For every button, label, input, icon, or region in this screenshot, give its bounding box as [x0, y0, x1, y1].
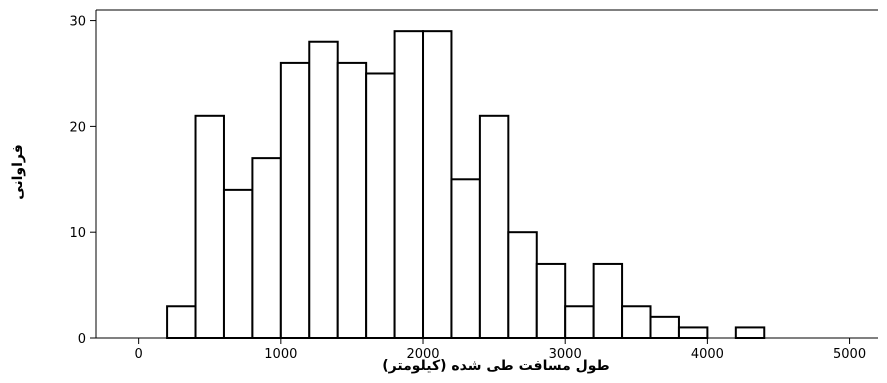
y-tick-label-30: 30 — [69, 15, 86, 30]
x-axis-title: طول مسافت طی شده (کیلومتر) — [382, 358, 609, 374]
histogram-bar-5 — [308, 40, 339, 339]
histogram-bar-3 — [251, 157, 282, 339]
labels-layer: 0 10 20 30 0 1000 2000 3000 4000 5000 — [69, 15, 866, 362]
histogram-bar-1 — [194, 114, 225, 339]
x-tick-label-5000: 5000 — [833, 347, 866, 362]
x-tick-label-1000: 1000 — [264, 347, 297, 362]
y-tick-label-10: 10 — [69, 226, 86, 241]
y-axis-title: فراوانی — [10, 144, 26, 200]
histogram-bar-15 — [592, 262, 624, 339]
histogram-bar-11 — [478, 114, 510, 339]
histogram-bar-9 — [422, 30, 453, 340]
axes-layer — [90, 9, 878, 344]
x-tick-label-4000: 4000 — [691, 347, 724, 362]
histogram-bar-18 — [677, 326, 709, 339]
histogram-bar-6 — [336, 61, 368, 339]
histogram-bar-19 — [734, 326, 766, 339]
y-tick-label-20: 20 — [69, 120, 86, 135]
histogram-bar-14 — [564, 305, 595, 339]
histogram-bar-7 — [365, 72, 396, 340]
histogram-bar-2 — [222, 188, 254, 339]
histogram-bar-16 — [621, 305, 652, 339]
histogram-bar-4 — [279, 61, 311, 339]
y-tick-label-0: 0 — [78, 332, 86, 347]
histogram-bar-12 — [507, 231, 538, 339]
histogram-bar-0 — [166, 305, 197, 339]
histogram-bar-10 — [450, 178, 481, 339]
histogram-bar-17 — [649, 315, 680, 340]
histogram-bar-13 — [535, 262, 567, 339]
x-tick-label-3000: 3000 — [549, 347, 582, 362]
x-tick-label-0: 0 — [135, 347, 143, 362]
bars-layer — [166, 30, 766, 340]
histogram-bar-8 — [393, 30, 425, 340]
x-tick-label-2000: 2000 — [406, 347, 439, 362]
